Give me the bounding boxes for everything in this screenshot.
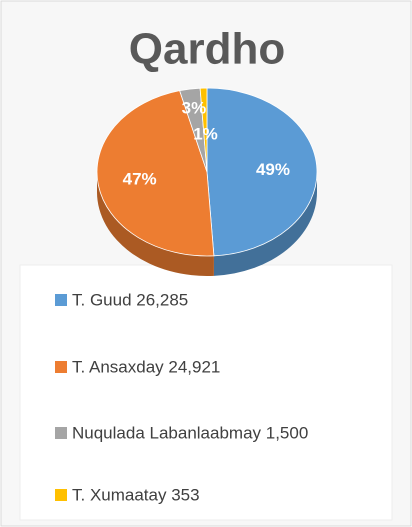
legend-box bbox=[19, 264, 393, 521]
legend-swatch bbox=[55, 489, 67, 501]
pie-side bbox=[213, 172, 317, 276]
legend-swatch bbox=[55, 427, 67, 439]
chart-title: Qardho bbox=[129, 25, 285, 74]
pie-slice bbox=[96, 90, 215, 257]
data-label: 49% bbox=[256, 160, 290, 179]
legend-swatch bbox=[55, 361, 67, 373]
data-label: 47% bbox=[123, 170, 157, 189]
legend-label: Nuqulada Labanlaabmay 1,500 bbox=[72, 423, 308, 442]
data-label: 1% bbox=[193, 125, 218, 144]
legend-label: T. Ansaxday 24,921 bbox=[72, 357, 220, 376]
legend-label: T. Xumaatay 353 bbox=[72, 485, 200, 504]
legend-label: T. Guud 26,285 bbox=[72, 290, 188, 309]
legend-swatch bbox=[55, 294, 67, 306]
data-label: 3% bbox=[182, 98, 207, 117]
pie-slice bbox=[199, 87, 208, 173]
pie-slice bbox=[206, 87, 318, 257]
